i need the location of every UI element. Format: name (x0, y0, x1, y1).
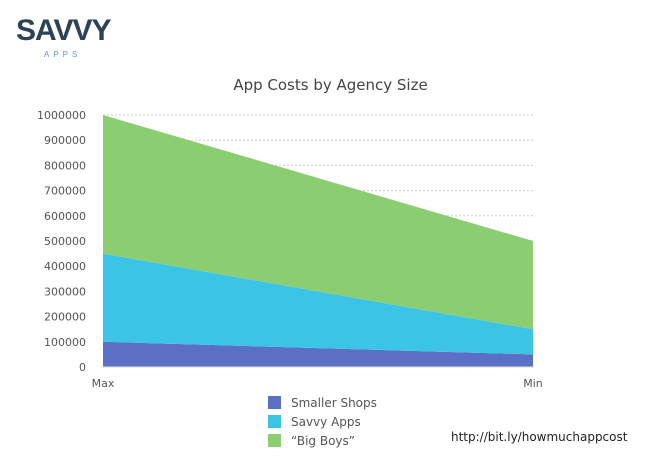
logo-text: SAVVY (16, 14, 111, 47)
y-tick-label: 700000 (44, 185, 86, 198)
area-savvy-apps (103, 253, 533, 355)
chart-title: App Costs by Agency Size (233, 76, 428, 94)
legend: Smaller Shops Savvy Apps “Big Boys” (268, 393, 377, 450)
area-smaller-shops (103, 341, 533, 367)
y-tick-label: 300000 (44, 285, 86, 298)
legend-swatch (268, 396, 281, 409)
savvy-apps-logo: SAVVY APPS (14, 14, 111, 64)
legend-item[interactable]: Savvy Apps (268, 412, 377, 431)
legend-label: Smaller Shops (291, 395, 377, 410)
y-tick-label: 600000 (44, 210, 86, 223)
y-tick-label: 1000000 (37, 109, 86, 122)
legend-swatch (268, 415, 281, 428)
x-tick-label: Min (523, 377, 543, 390)
legend-label: Savvy Apps (291, 414, 361, 429)
y-tick-label: 100000 (44, 336, 86, 349)
y-tick-label: 400000 (44, 260, 86, 273)
legend-item[interactable]: “Big Boys” (268, 431, 377, 450)
y-tick-label: 900000 (44, 134, 86, 147)
legend-label: “Big Boys” (291, 433, 355, 448)
legend-swatch (268, 434, 281, 447)
legend-item[interactable]: Smaller Shops (268, 393, 377, 412)
source-url[interactable]: http://bit.ly/howmuchappcost (451, 430, 628, 444)
logo-subtext: APPS (44, 50, 82, 59)
y-tick-label: 800000 (44, 159, 86, 172)
y-tick-label: 500000 (44, 235, 86, 248)
x-tick-label: Max (92, 377, 115, 390)
y-tick-label: 200000 (44, 311, 86, 324)
area--big-boys- (103, 115, 533, 330)
y-tick-label: 0 (79, 361, 86, 374)
